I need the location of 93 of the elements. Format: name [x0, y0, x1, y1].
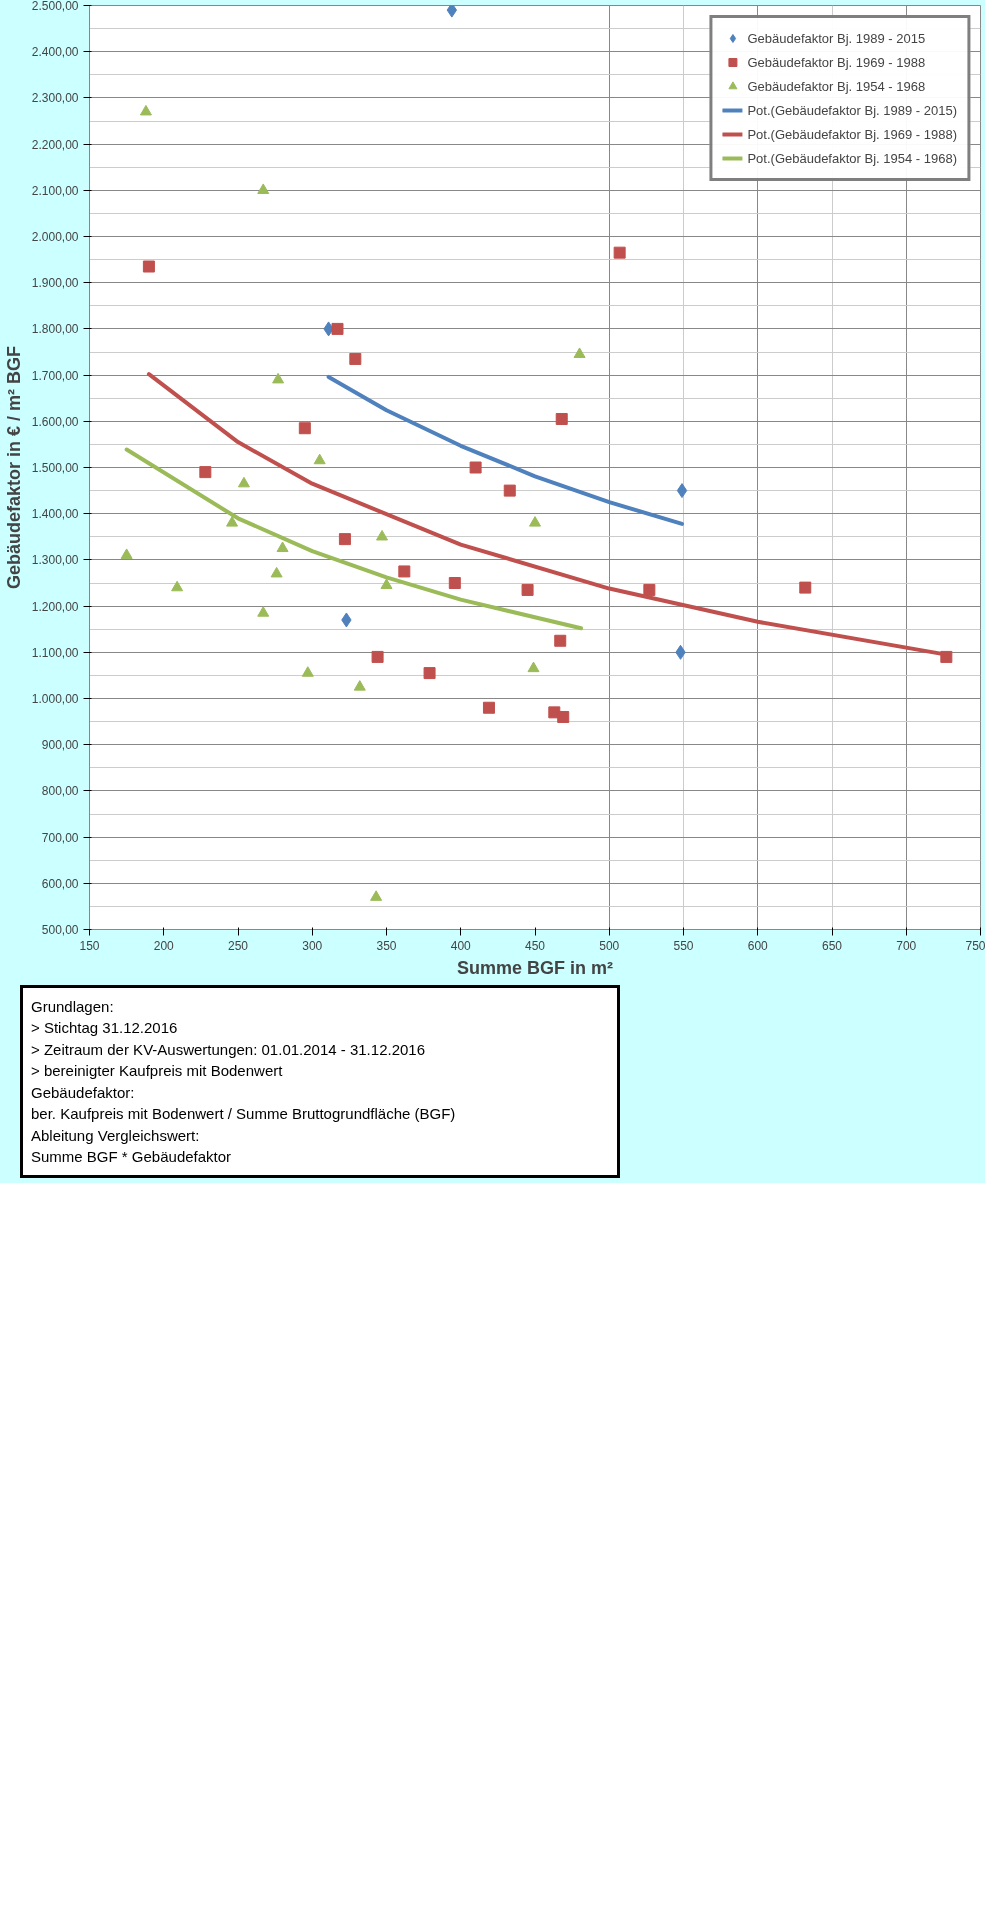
- y-tick-label: 1.300,00: [31, 553, 79, 568]
- point: [398, 565, 411, 578]
- y-tick-label: 2.100,00: [31, 183, 79, 198]
- text: Summe BGF * Gebäudefaktor: [31, 1147, 232, 1165]
- x-tick-label: 450: [524, 938, 546, 953]
- x-tick-label: 750: [965, 938, 985, 953]
- x-tick-label: 300: [302, 938, 323, 953]
- point: [338, 533, 351, 546]
- point: [331, 322, 344, 335]
- x-tick-label: 500: [599, 938, 620, 953]
- y-tick-label: 1.600,00: [31, 414, 79, 429]
- y-tick-label: 1.700,00: [31, 368, 79, 383]
- point: [527, 661, 540, 673]
- y-tick-label: 2.000,00: [31, 230, 79, 244]
- x-axis-title: Summe BGF in m²: [456, 957, 614, 978]
- point: [139, 104, 152, 116]
- y-tick-label: 700,00: [41, 830, 79, 845]
- y-tick-label: 600,00: [41, 876, 79, 891]
- text: > bereinigter Kaufpreis mit Bodenwert: [31, 1062, 283, 1080]
- point: [257, 606, 270, 617]
- point: [370, 890, 383, 901]
- point: [298, 422, 311, 435]
- point: [349, 352, 362, 365]
- point: [521, 583, 534, 596]
- x-tick-label: 600: [747, 938, 769, 953]
- point: [237, 476, 250, 488]
- x-tick-label: 400: [450, 938, 472, 953]
- x-tick-label: 150: [79, 938, 100, 953]
- text: Gebäudefaktor:: [31, 1083, 135, 1101]
- x-tick-label: 550: [673, 938, 694, 953]
- y-tick-label: 500,00: [41, 923, 79, 937]
- point: [171, 580, 184, 592]
- point: [270, 566, 283, 578]
- point: [272, 372, 285, 384]
- point: [448, 577, 461, 589]
- point: [142, 260, 155, 273]
- point: [226, 516, 239, 527]
- y-tick-label: 2.400,00: [31, 45, 79, 60]
- point: [529, 516, 541, 527]
- point: [353, 680, 366, 691]
- y-tick-label: 2.500,00: [31, 0, 79, 13]
- line-series: [124, 447, 584, 631]
- point: [376, 529, 389, 541]
- y-tick-label: 1.000,00: [31, 692, 79, 706]
- y-tick-label: 900,00: [41, 738, 79, 753]
- x-tick-label: 700: [896, 938, 917, 953]
- y-tick-label: 2.200,00: [31, 137, 79, 152]
- y-tick-label: 1.800,00: [31, 322, 79, 337]
- y-tick-label: 1.400,00: [31, 507, 79, 522]
- point: [676, 483, 688, 499]
- point: [301, 666, 314, 677]
- legend-label: Gebäudefaktor Bj. 1989 - 2015: [747, 30, 926, 46]
- legend-label: Pot.(Gebäudefaktor Bj. 1969 - 1988): [747, 126, 957, 142]
- y-tick-label: 1.900,00: [31, 276, 79, 291]
- point: [613, 246, 626, 259]
- point: [446, 5, 458, 18]
- point: [557, 710, 570, 723]
- text: ber. Kaufpreis mit Bodenwert / Summe Bruttogrundfläche (BGF): [31, 1105, 456, 1123]
- point: [555, 412, 568, 425]
- y-tick-label: 2.300,00: [31, 91, 79, 106]
- y-tick-label: 1.500,00: [31, 461, 79, 475]
- y-axis-title: Gebäudefaktor in € / m² BGF: [3, 345, 24, 590]
- legend-label: Gebäudefaktor Bj. 1954 - 1968: [747, 78, 926, 94]
- line-series: [326, 374, 685, 526]
- x-tick-label: 650: [821, 938, 843, 953]
- text: > Stichtag 31.12.2016: [31, 1019, 178, 1037]
- point: [313, 453, 326, 465]
- legend-label: Pot.(Gebäudefaktor Bj. 1989 - 2015): [747, 102, 957, 118]
- point: [482, 701, 495, 714]
- text: Grundlagen:: [31, 998, 114, 1015]
- point: [371, 650, 384, 663]
- point: [276, 541, 289, 553]
- point: [257, 183, 270, 194]
- text: Ableitung Vergleichswert:: [31, 1126, 200, 1144]
- legend-label: Pot.(Gebäudefaktor Bj. 1954 - 1968): [747, 150, 957, 166]
- y-tick-label: 800,00: [41, 784, 79, 799]
- y-tick-label: 1.200,00: [31, 599, 79, 614]
- y-tick-label: 1.100,00: [31, 645, 79, 660]
- x-tick-label: 200: [153, 938, 175, 953]
- point: [503, 484, 516, 497]
- point: [554, 634, 567, 647]
- point: [573, 347, 586, 358]
- point: [380, 578, 393, 589]
- x-tick-label: 250: [227, 938, 249, 953]
- point: [423, 667, 436, 680]
- text: > Zeitraum der KV-Auswertungen: 01.01.2014 - 31.12.2016: [31, 1040, 426, 1058]
- point: [799, 581, 812, 594]
- legend-label: Gebäudefaktor Bj. 1969 - 1988: [747, 54, 926, 70]
- point: [120, 548, 133, 559]
- x-tick-label: 350: [376, 938, 397, 953]
- point: [469, 461, 482, 474]
- point: [199, 466, 212, 479]
- point: [643, 583, 656, 596]
